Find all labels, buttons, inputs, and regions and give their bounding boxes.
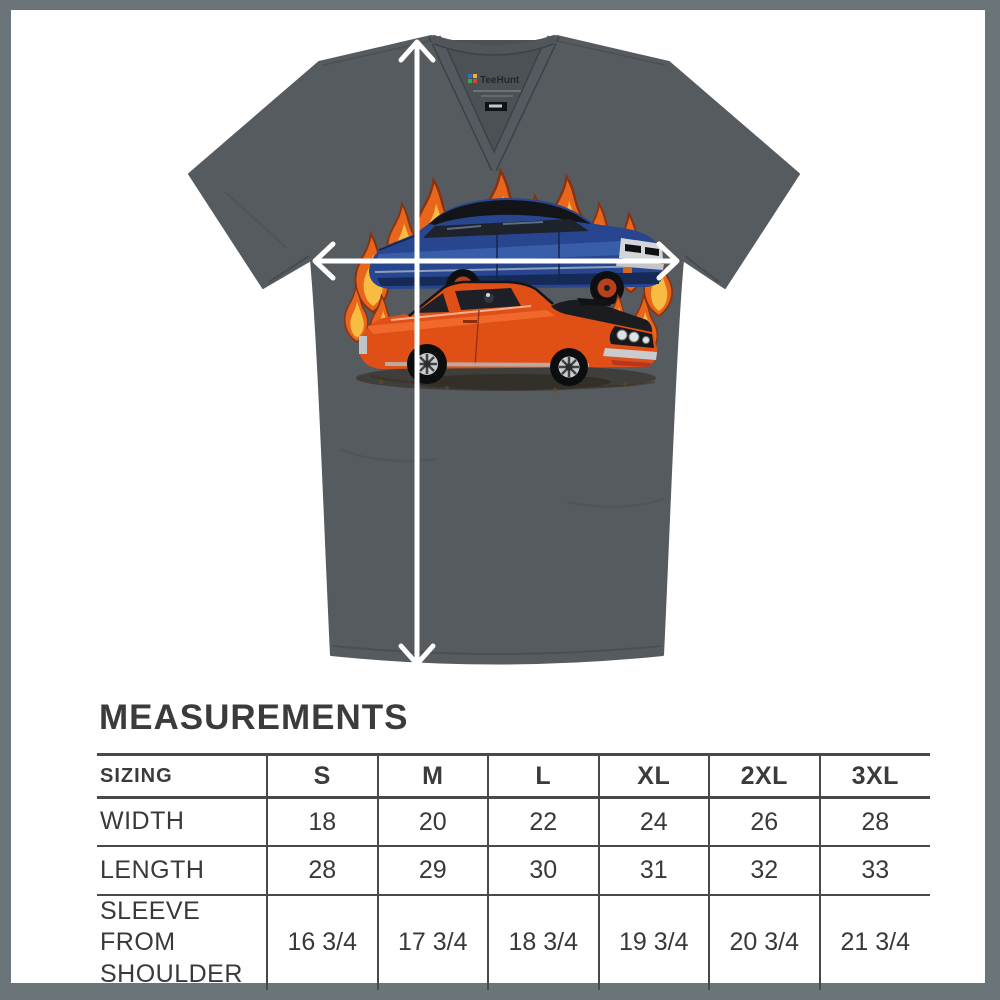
size-col-3xl: 3XL	[818, 754, 930, 799]
value-cell: 18 3/4	[487, 895, 599, 990]
value-cell: 32	[708, 846, 820, 896]
value-cell: 29	[376, 846, 488, 896]
size-tag-text	[489, 104, 502, 108]
brand-name: TeeHunt	[480, 75, 520, 86]
blue-muscle-car	[369, 198, 665, 305]
width-row: WIDTH 18 20 22 24 26 28	[97, 797, 930, 847]
size-col-l: L	[487, 754, 599, 799]
sleeve-row: SLEEVE FROM SHOULDER 16 3/4 17 3/4 18 3/…	[97, 895, 930, 990]
value-cell: 21 3/4	[818, 895, 930, 990]
muscle-cars-flames-graphic	[344, 169, 673, 393]
value-cell: 24	[597, 797, 709, 847]
value-cell: 20 3/4	[708, 895, 820, 990]
product-photo: TeeHunt	[11, 10, 985, 684]
size-col-xl: XL	[597, 754, 709, 799]
value-cell: 28	[266, 846, 378, 896]
value-cell: 17 3/4	[376, 895, 488, 990]
row-label: SLEEVE FROM SHOULDER	[100, 897, 243, 988]
value-cell: 31	[597, 846, 709, 896]
table-header-row: SIZING S M L XL 2XL 3XL	[97, 754, 930, 799]
measurements-title: MEASUREMENTS	[99, 698, 409, 737]
measurements-section: MEASUREMENTS SIZING S M L XL 2XL 3XL WID…	[97, 684, 930, 990]
value-cell: 28	[818, 797, 930, 847]
content-area: TeeHunt	[11, 10, 985, 990]
horizontal-width-arrow	[312, 241, 680, 281]
size-col-s: S	[266, 754, 378, 799]
value-cell: 18	[266, 797, 378, 847]
tshirt-measurement-diagram: TeeHunt	[188, 34, 800, 667]
value-cell: 26	[708, 797, 820, 847]
size-col-m: M	[376, 754, 488, 799]
value-cell: 20	[376, 797, 488, 847]
size-col-2xl: 2XL	[708, 754, 820, 799]
value-cell: 16 3/4	[266, 895, 378, 990]
orange-muscle-car	[359, 280, 658, 386]
length-row: LENGTH 28 29 30 31 32 33	[97, 846, 930, 896]
brand-logo-icon	[473, 79, 477, 83]
brand-logo-icon	[468, 79, 472, 83]
value-cell: 30	[487, 846, 599, 896]
brand-logo-icon	[473, 74, 477, 78]
label-fine-print	[481, 95, 513, 97]
row-label: LENGTH	[97, 846, 267, 896]
label-fine-print	[473, 90, 521, 92]
value-cell: 22	[487, 797, 599, 847]
sizing-table: SIZING S M L XL 2XL 3XL WIDTH 18 20 22 2…	[97, 753, 930, 990]
brand-label: TeeHunt	[468, 74, 521, 111]
vneck-collar	[428, 34, 560, 172]
value-cell: 19 3/4	[597, 895, 709, 990]
vertical-length-arrow	[398, 39, 436, 667]
value-cell: 33	[818, 846, 930, 896]
measurement-arrows	[312, 39, 680, 667]
row-label: WIDTH	[97, 797, 267, 847]
sizing-corner-label: SIZING	[97, 754, 267, 799]
brand-logo-icon	[468, 74, 472, 78]
